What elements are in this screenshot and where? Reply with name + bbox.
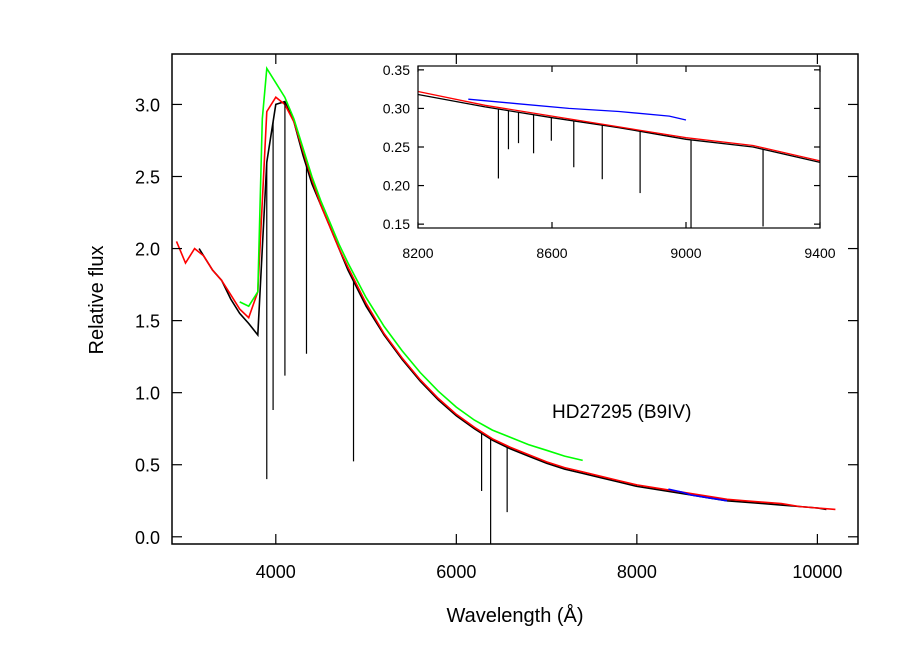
main-series-library [239,65,583,462]
inset-x-axis: 8200 8600 9000 9400 [402,66,836,261]
inset-y-tick-label: 0.20 [383,178,410,194]
main-x-tick-label: 4000 [256,562,296,582]
main-y-tick-label: 1.0 [135,384,160,404]
main-series-model [175,96,836,511]
inset-plot: 8200 8600 9000 9400 0.15 0.20 0.25 0.30 0.35 [383,62,836,261]
main-y-tick-label: 3.0 [135,95,160,115]
main-plot: 4000 6000 8000 10000 0.00.51.01.52.02.53.0 … [86,53,859,627]
inset-y-tick-label: 0.30 [383,100,410,116]
inset-x-tick-label: 9000 [670,245,701,261]
main-y-tick-label: 0.0 [135,528,160,548]
main-y-axis: 0.0 0.5 1.0 1.5 2.0 2.5 3.0 [135,95,858,548]
y-axis-title: Relative flux [86,246,108,355]
inset-x-tick-label: 8200 [402,245,433,261]
inset-series-infrared [468,98,687,121]
main-x-tick-label: 6000 [436,562,476,582]
inset-x-tick-label: 9400 [804,245,835,261]
main-x-axis: 4000 6000 8000 10000 [256,54,842,582]
inset-y-tick-label: 0.35 [383,62,410,78]
main-plot-frame [171,53,859,545]
main-series-group [175,65,836,544]
inset-y-tick-label: 0.15 [383,216,410,232]
main-y-tick-label: 1.5 [135,312,160,332]
inset-series-observed [417,93,821,164]
main-y-tick-label: 0.5 [135,456,160,476]
star-annotation: HD27295 (B9IV) [552,402,691,423]
inset-y-axis: 0.15 0.20 0.25 0.30 0.35 [383,62,820,232]
inset-x-tick-label: 8600 [536,245,567,261]
main-series-infrared [668,488,728,502]
inset-series-model [417,90,821,162]
main-x-tick-label: 8000 [617,562,657,582]
inset-y-tick-label: 0.25 [383,139,410,155]
inset-series-group [417,90,821,228]
main-y-tick-label: 2.0 [135,240,160,260]
main-y-tick-label: 2.5 [135,168,160,188]
main-x-tick-label: 10000 [792,562,842,582]
x-axis-title: Wavelength (Å) [446,604,583,627]
